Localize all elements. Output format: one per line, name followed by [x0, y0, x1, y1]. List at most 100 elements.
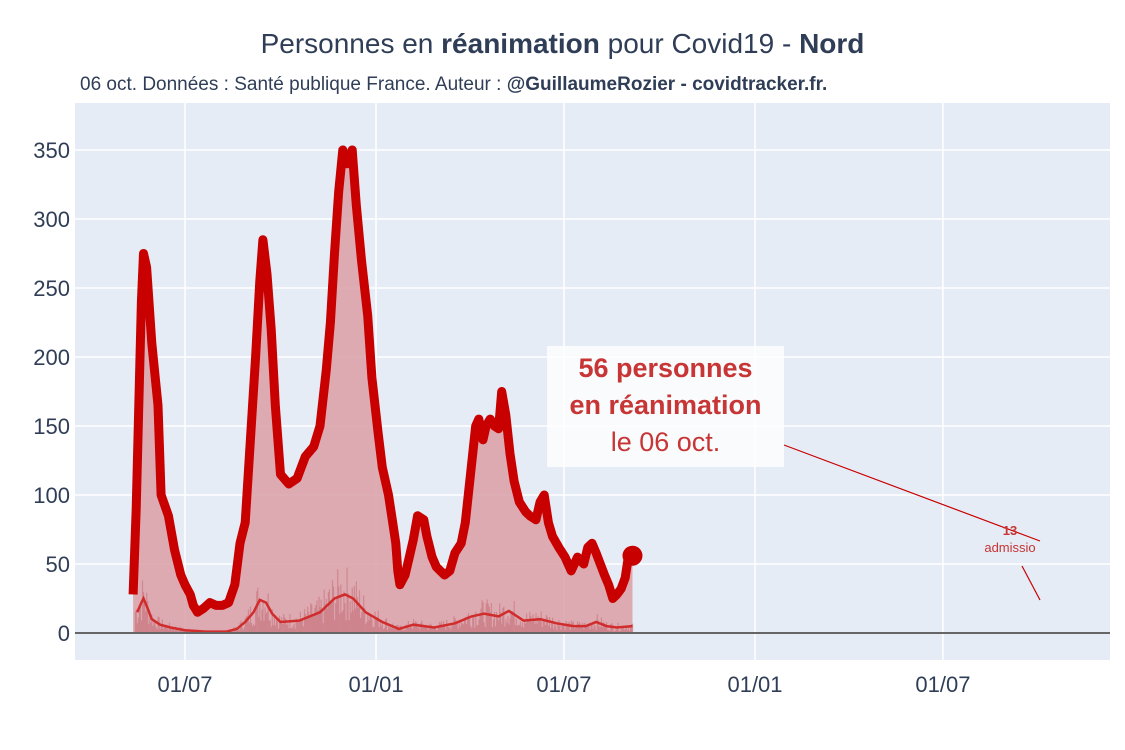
admission-bar: [326, 608, 328, 633]
admission-bar: [465, 624, 468, 633]
admission-bar: [247, 609, 250, 633]
admission-bar: [474, 627, 476, 633]
admission-bar: [402, 630, 404, 633]
admission-bar: [298, 619, 300, 633]
admission-bar: [383, 628, 386, 633]
admission-bar: [411, 628, 414, 633]
admission-bar: [534, 623, 536, 633]
admission-bar: [329, 600, 332, 633]
admission-bar: [521, 622, 524, 633]
admission-bar: [369, 616, 371, 633]
admission-bar: [587, 626, 589, 633]
admission-bar: [528, 619, 530, 633]
admission-bar: [585, 625, 587, 633]
admission-bar: [594, 626, 596, 633]
last-value-marker: [622, 545, 643, 566]
admission-bar: [250, 622, 253, 633]
admission-bar: [408, 627, 410, 633]
admission-bar: [543, 621, 545, 633]
admission-bar: [538, 620, 540, 633]
admission-bar: [384, 619, 387, 633]
admission-bar: [147, 601, 149, 633]
admission-bar: [366, 622, 368, 633]
admission-bar: [559, 625, 561, 633]
admission-bar: [482, 602, 484, 633]
admission-bar: [601, 627, 604, 633]
admission-bar: [182, 629, 184, 633]
admission-bar: [324, 603, 326, 633]
x-tick-label-1: 01/01: [349, 672, 404, 697]
admission-bar: [621, 626, 623, 633]
admission-bar: [355, 581, 358, 633]
admission-bar: [153, 618, 155, 633]
admission-bar: [579, 621, 581, 633]
admission-bar: [606, 622, 608, 633]
admission-bar: [571, 622, 573, 633]
admission-bar: [458, 621, 460, 633]
annotation-line1: 56 personnes: [578, 353, 753, 383]
admission-bar: [172, 627, 174, 633]
admission-bar: [375, 618, 377, 633]
admission-bar: [532, 614, 534, 633]
admission-bar: [167, 629, 170, 633]
admission-bar: [509, 618, 511, 633]
admission-bar: [497, 618, 499, 633]
admission-bar: [176, 629, 178, 633]
admission-bar: [259, 598, 261, 633]
admission-bar: [160, 625, 162, 633]
admission-bar: [241, 627, 243, 633]
admission-bar: [564, 630, 566, 633]
admission-bar: [500, 611, 502, 633]
admission-bar: [592, 628, 594, 633]
admission-bar: [622, 625, 624, 633]
admission-bar: [552, 617, 554, 633]
admission-bar: [315, 604, 317, 633]
admission-bar: [593, 621, 595, 633]
admission-bar: [291, 628, 293, 633]
admission-bar: [501, 623, 503, 633]
admission-bar: [590, 624, 592, 633]
admissions-annotation-label: admissio: [984, 540, 1036, 555]
admission-bar: [234, 629, 236, 633]
admission-bar: [446, 619, 448, 633]
admission-bar: [336, 597, 338, 633]
admission-bar: [141, 580, 144, 633]
admission-bar: [302, 626, 305, 633]
admission-bar: [527, 620, 529, 633]
admission-bar: [565, 621, 567, 633]
admission-bar: [345, 620, 347, 633]
admission-bar: [155, 626, 157, 633]
admission-bar: [357, 607, 360, 633]
admission-bar: [317, 610, 319, 633]
admission-bar: [487, 603, 489, 633]
admissions-annotation-value: 13: [1002, 523, 1018, 538]
admission-bar: [358, 590, 361, 633]
admission-bar: [455, 620, 457, 633]
admission-bar: [506, 622, 508, 633]
admission-bar: [575, 626, 578, 633]
admission-bar: [368, 620, 370, 633]
admission-bar: [584, 622, 586, 633]
admission-bar: [150, 622, 152, 633]
admission-bar: [413, 622, 416, 633]
y-tick-label-200: 200: [33, 345, 70, 370]
admissions-line: [136, 593, 633, 633]
admission-bar: [305, 616, 308, 633]
admission-bar: [436, 629, 438, 633]
admission-bar: [237, 627, 239, 633]
admission-bar: [385, 618, 388, 633]
admission-bar: [309, 616, 311, 633]
title-prefix: Personnes en: [260, 28, 442, 59]
admission-bar: [398, 629, 400, 633]
admission-bar: [547, 625, 550, 633]
admission-bar: [270, 626, 272, 633]
admission-bar: [244, 617, 246, 633]
admission-bar: [574, 627, 577, 633]
admission-bar: [343, 591, 345, 633]
admission-bar: [352, 610, 354, 633]
admission-bar: [628, 630, 631, 633]
admission-bar: [231, 630, 233, 633]
y-tick-label-250: 250: [33, 276, 70, 301]
admission-bar: [505, 619, 507, 633]
admission-bar: [140, 620, 143, 633]
